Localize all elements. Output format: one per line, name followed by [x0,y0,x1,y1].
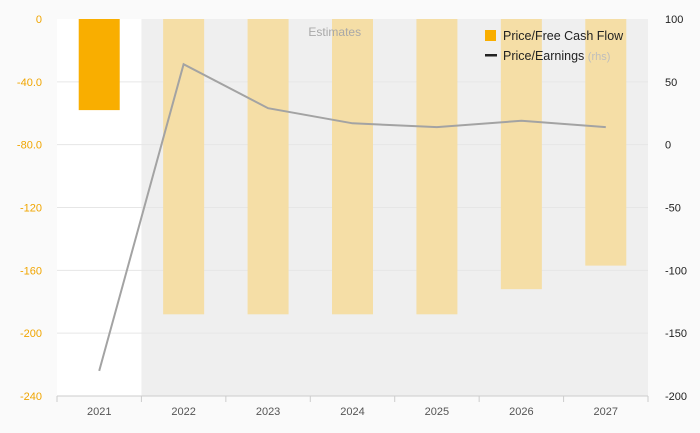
left-tick-label: -240 [20,391,42,403]
x-tick-label: 2023 [256,406,280,418]
right-axis-ticks: 100 50 0 -50 -100 -150 -200 [665,14,687,403]
bar-2023 [247,19,289,315]
x-tick-label: 2025 [425,406,449,418]
x-tick-label: 2026 [509,406,533,418]
left-tick-label: -120 [20,203,42,215]
left-tick-label: 0 [36,14,42,26]
right-tick-label: -150 [665,328,687,340]
x-tick-label: 2022 [171,406,195,418]
legend: Price/Free Cash Flow Price/Earnings (rhs… [485,29,624,63]
legend-label-price-earnings: Price/Earnings (rhs) [503,49,610,63]
bar-2027 [585,19,627,266]
bar-2025 [416,19,458,315]
legend-swatch-price-fcf [485,30,496,41]
right-tick-label: 0 [665,140,671,152]
bars [78,19,627,315]
right-tick-label: 50 [665,77,677,89]
legend-swatch-price-earnings [485,54,497,57]
estimates-label: Estimates [308,25,361,39]
right-tick-label: 100 [665,14,683,26]
x-tick-label: 2024 [340,406,364,418]
left-tick-label: -160 [20,265,42,277]
right-tick-label: -200 [665,391,687,403]
left-axis-ticks: 0 -40.0 -80.0 -120 -160 -200 -240 [17,14,42,403]
x-axis-ticks: 2021 2022 2023 2024 2025 2026 2027 [56,396,649,418]
bar-2026 [500,19,542,290]
bar-2024 [332,19,373,315]
x-tick-label: 2027 [594,406,618,418]
bar-2022 [163,19,205,315]
right-tick-label: -50 [665,203,681,215]
bar-2021 [78,19,120,111]
left-tick-label: -40.0 [17,77,42,89]
left-tick-label: -200 [20,328,42,340]
legend-label-price-earnings-name: Price/Earnings [503,49,584,63]
left-tick-label: -80.0 [17,140,42,152]
price-earnings-line [98,62,606,372]
right-tick-label: -100 [665,265,687,277]
legend-label-price-fcf: Price/Free Cash Flow [503,29,624,43]
legend-label-rhs-suffix: (rhs) [588,51,611,63]
x-tick-label: 2021 [87,406,111,418]
